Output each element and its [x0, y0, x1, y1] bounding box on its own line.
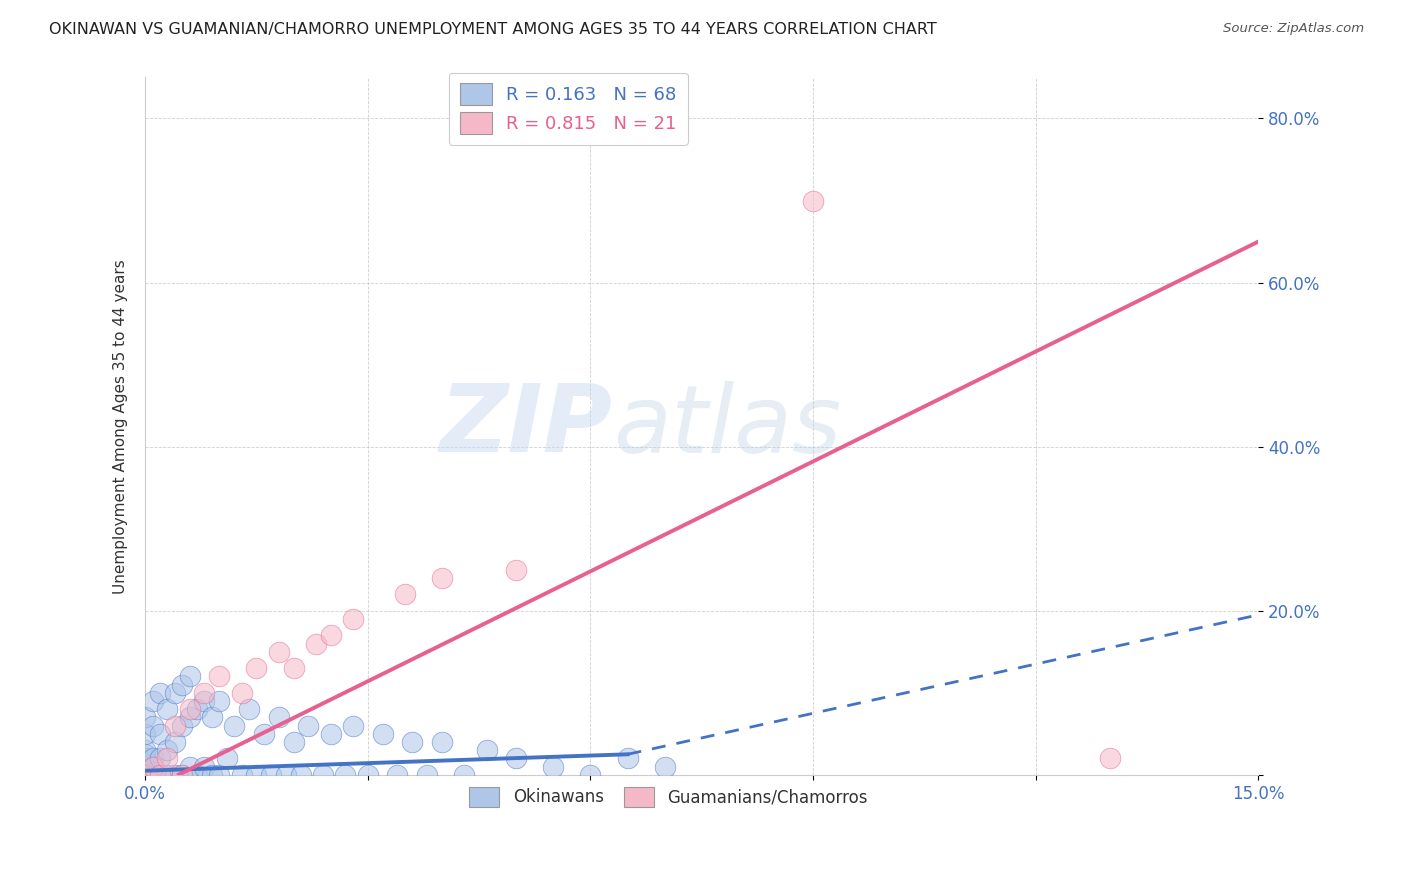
Point [179, 669, 201, 683]
Point [134, 768, 156, 782]
Point [208, 768, 231, 782]
Point [616, 751, 638, 765]
Y-axis label: Unemployment Among Ages 35 to 44 years: Unemployment Among Ages 35 to 44 years [114, 259, 128, 593]
Point [319, 727, 342, 741]
Point [134, 768, 156, 782]
Point [141, 759, 163, 773]
Point [224, 718, 246, 732]
Point [283, 735, 305, 749]
Point [149, 751, 172, 765]
Point [141, 751, 163, 765]
Point [208, 694, 231, 708]
Point [193, 686, 215, 700]
Point [149, 768, 172, 782]
Point [579, 768, 602, 782]
Point [134, 768, 156, 782]
Point [134, 768, 156, 782]
Point [238, 702, 260, 716]
Point [387, 768, 409, 782]
Point [543, 759, 565, 773]
Point [215, 751, 238, 765]
Point [430, 571, 453, 585]
Point [134, 759, 156, 773]
Point [801, 194, 824, 208]
Point [163, 735, 186, 749]
Point [172, 677, 194, 691]
Point [267, 710, 290, 724]
Point [179, 702, 201, 716]
Point [163, 768, 186, 782]
Point [201, 768, 224, 782]
Text: Source: ZipAtlas.com: Source: ZipAtlas.com [1223, 22, 1364, 36]
Point [149, 686, 172, 700]
Text: OKINAWAN VS GUAMANIAN/CHAMORRO UNEMPLOYMENT AMONG AGES 35 TO 44 YEARS CORRELATIO: OKINAWAN VS GUAMANIAN/CHAMORRO UNEMPLOYM… [49, 22, 936, 37]
Point [179, 759, 201, 773]
Point [319, 628, 342, 642]
Point [231, 686, 253, 700]
Point [274, 768, 297, 782]
Point [1098, 751, 1121, 765]
Point [260, 768, 283, 782]
Point [453, 768, 475, 782]
Point [141, 759, 163, 773]
Point [172, 768, 194, 782]
Point [245, 768, 267, 782]
Point [149, 768, 172, 782]
Legend: Okinawans, Guamanians/Chamorros: Okinawans, Guamanians/Chamorros [461, 779, 876, 815]
Point [371, 727, 394, 741]
Point [416, 768, 439, 782]
Point [401, 735, 423, 749]
Point [141, 768, 163, 782]
Point [505, 563, 527, 577]
Point [186, 702, 208, 716]
Point [156, 743, 179, 757]
Point [193, 694, 215, 708]
Point [134, 743, 156, 757]
Point [231, 768, 253, 782]
Point [312, 768, 335, 782]
Point [253, 727, 276, 741]
Point [141, 694, 163, 708]
Point [297, 718, 319, 732]
Point [201, 710, 224, 724]
Point [156, 751, 179, 765]
Point [156, 702, 179, 716]
Point [163, 686, 186, 700]
Point [134, 727, 156, 741]
Point [134, 747, 156, 762]
Point [172, 768, 194, 782]
Point [430, 735, 453, 749]
Point [342, 612, 364, 626]
Point [290, 768, 312, 782]
Point [305, 636, 328, 650]
Point [179, 710, 201, 724]
Point [475, 743, 498, 757]
Text: ZIP: ZIP [440, 380, 613, 472]
Point [149, 727, 172, 741]
Point [394, 587, 416, 601]
Point [134, 710, 156, 724]
Point [245, 661, 267, 675]
Point [186, 768, 208, 782]
Point [654, 759, 676, 773]
Point [193, 759, 215, 773]
Point [342, 718, 364, 732]
Point [172, 718, 194, 732]
Point [267, 645, 290, 659]
Point [208, 669, 231, 683]
Point [283, 661, 305, 675]
Point [156, 768, 179, 782]
Point [505, 751, 527, 765]
Point [141, 718, 163, 732]
Point [335, 768, 357, 782]
Point [163, 718, 186, 732]
Point [357, 768, 380, 782]
Point [134, 756, 156, 770]
Point [134, 751, 156, 765]
Text: atlas: atlas [613, 381, 841, 472]
